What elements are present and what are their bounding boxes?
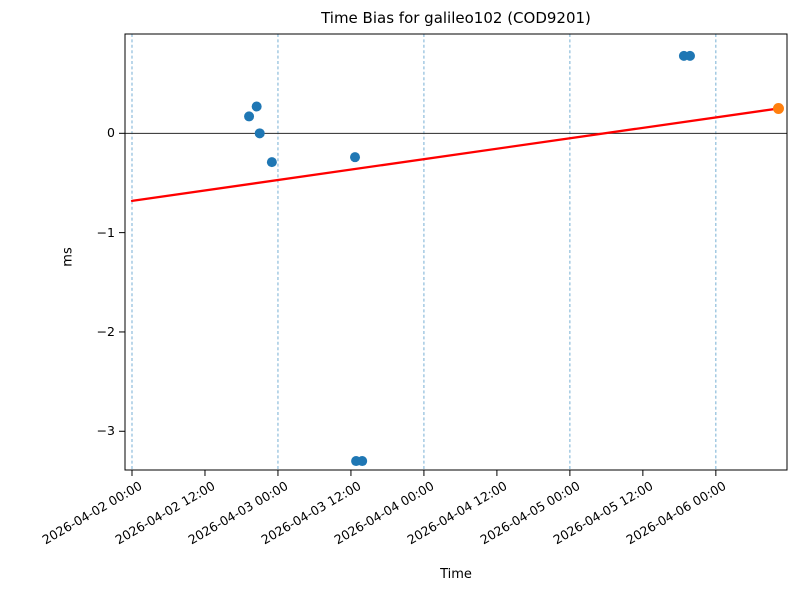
measured-bias-point (266, 157, 277, 168)
measured-bias-point (254, 128, 265, 139)
measured-bias-point (244, 111, 255, 122)
chart-title: Time Bias for galileo102 (COD9201) (321, 9, 591, 27)
plot-border (124, 33, 788, 471)
measured-bias-point (357, 456, 368, 467)
x-axis-label: Time (440, 567, 472, 582)
trend-line (130, 107, 780, 203)
measured-bias-point (350, 152, 361, 163)
measured-bias-point (684, 50, 695, 61)
predicted-bias-point (772, 102, 784, 114)
measured-bias-point (251, 101, 262, 112)
